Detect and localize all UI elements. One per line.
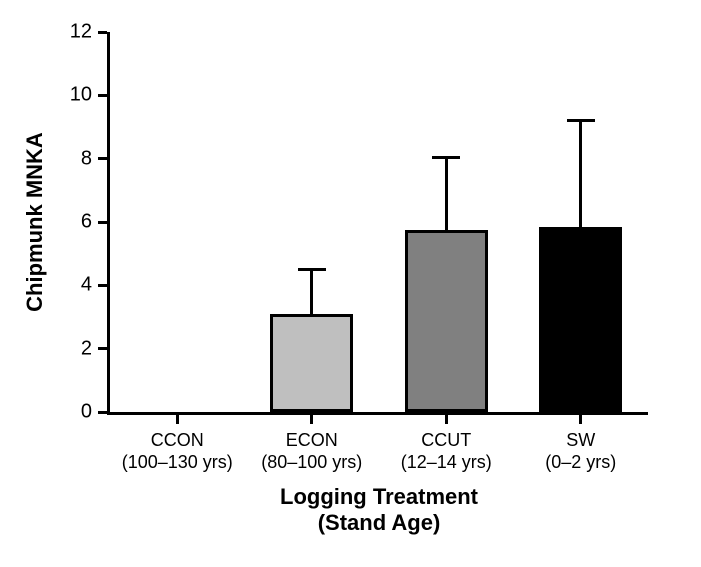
y-tick <box>98 94 107 97</box>
y-tick <box>98 157 107 160</box>
error-bar <box>579 121 582 227</box>
y-tick <box>98 31 107 34</box>
x-axis-label-line2: (Stand Age) <box>318 510 441 536</box>
error-bar-cap <box>298 268 326 271</box>
x-axis-label-line1: Logging Treatment <box>280 484 478 510</box>
x-axis-line <box>107 412 648 415</box>
y-tick <box>98 411 107 414</box>
bar <box>270 314 353 412</box>
y-tick <box>98 284 107 287</box>
error-bar <box>445 157 448 230</box>
error-bar <box>310 270 313 314</box>
y-tick-label: 10 <box>70 84 92 107</box>
x-tick-label-line2: (100–130 yrs) <box>122 452 233 473</box>
x-tick-label-line1: CCON <box>151 430 204 451</box>
y-tick-label: 2 <box>81 337 92 360</box>
y-axis-line <box>107 32 110 415</box>
x-tick-label-line1: CCUT <box>421 430 471 451</box>
x-tick <box>579 415 582 424</box>
y-tick-label: 0 <box>81 401 92 424</box>
x-tick-label-line1: SW <box>566 430 595 451</box>
x-tick-label-line2: (0–2 yrs) <box>545 452 616 473</box>
x-tick-label-line1: ECON <box>286 430 338 451</box>
bar <box>405 230 488 412</box>
x-tick <box>176 415 179 424</box>
x-tick-label-line2: (80–100 yrs) <box>261 452 362 473</box>
bar <box>539 227 622 412</box>
error-bar-cap <box>432 156 460 159</box>
y-axis-label: Chipmunk MNKA <box>22 132 48 312</box>
x-tick <box>445 415 448 424</box>
y-tick-label: 8 <box>81 147 92 170</box>
y-tick-label: 6 <box>81 211 92 234</box>
x-tick-label-line2: (12–14 yrs) <box>401 452 492 473</box>
x-tick <box>310 415 313 424</box>
y-tick <box>98 221 107 224</box>
y-tick-label: 4 <box>81 274 92 297</box>
error-bar-cap <box>567 119 595 122</box>
y-tick <box>98 347 107 350</box>
y-tick-label: 12 <box>70 21 92 44</box>
bar-chart: Chipmunk MNKA Logging Treatment (Stand A… <box>0 0 701 567</box>
